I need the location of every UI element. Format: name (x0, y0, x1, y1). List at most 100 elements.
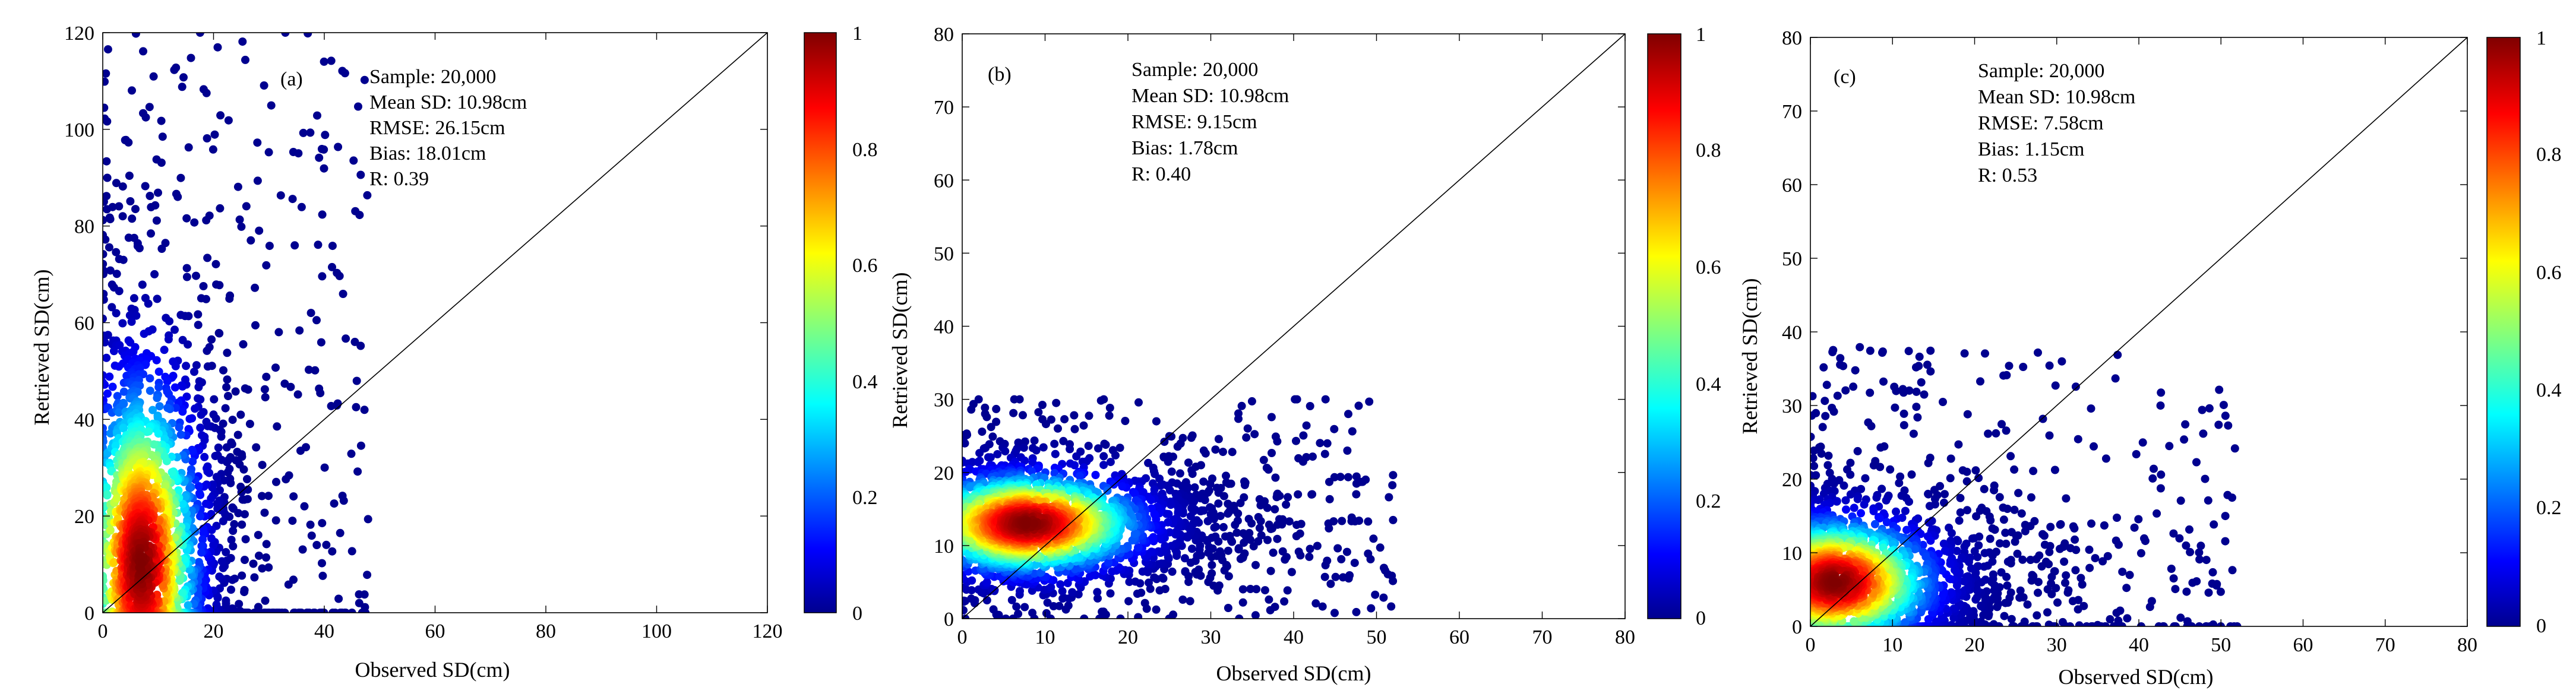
scatter-point (352, 403, 361, 411)
scatter-point (214, 444, 223, 452)
scatter-point (1091, 471, 1100, 479)
scatter-point (1124, 597, 1133, 606)
scatter-point (989, 605, 998, 614)
scatter-point (182, 214, 191, 223)
scatter-point (988, 432, 997, 441)
scatter-point (1032, 446, 1041, 455)
scatter-point (1333, 544, 1342, 553)
x-tick-label: 0 (98, 620, 108, 642)
stats-box: Sample: 20,000 Mean SD: 10.98cm RMSE: 26… (369, 66, 527, 190)
scatter-point (318, 210, 327, 219)
scatter-point (170, 325, 179, 334)
scatter-point (1251, 611, 1260, 619)
scatter-point (1214, 499, 1223, 508)
scatter-point (219, 517, 227, 525)
scatter-point (1164, 457, 1172, 466)
scatter-point (347, 449, 356, 458)
scatter-point (216, 111, 225, 120)
scatter-point (1337, 555, 1346, 563)
scatter-point (1074, 590, 1083, 598)
scatter-point (1042, 420, 1050, 429)
scatter-point (304, 33, 312, 38)
scatter-point (1352, 479, 1361, 488)
scatter-point (1244, 515, 1253, 524)
scatter-point (354, 102, 362, 111)
scatter-point (239, 340, 248, 349)
scatter-point (202, 417, 211, 426)
scatter-point (135, 363, 144, 372)
scatter-point (1270, 603, 1279, 612)
scatter-point (195, 489, 204, 498)
scatter-point (267, 101, 276, 110)
scatter-point (1116, 615, 1125, 619)
scatter-point (1294, 547, 1303, 556)
scatter-point (1019, 444, 1028, 452)
scatter-point (115, 287, 124, 296)
scatter-point (190, 218, 199, 227)
scatter-point (271, 516, 280, 525)
x-tick-label: 40 (314, 620, 334, 642)
scatter-point (1387, 602, 1396, 611)
scatter-point (1186, 558, 1195, 567)
scatter-point (1367, 604, 1376, 613)
scatter-point (1105, 404, 1114, 412)
scatter-point (255, 552, 263, 560)
scatter-point (103, 331, 112, 340)
scatter-point (1121, 417, 1130, 425)
scatter-point (289, 492, 298, 501)
scatter-point (163, 377, 172, 386)
scatter-point (1287, 568, 1296, 577)
scatter-point (1294, 490, 1303, 499)
scatter-point (126, 197, 135, 205)
scatter-point (298, 545, 307, 554)
scatter-point (1167, 541, 1176, 550)
scatter-point (203, 464, 211, 473)
scatter-point (241, 535, 250, 544)
scatter-point (167, 468, 176, 477)
scatter-point (973, 458, 982, 467)
colorbar-tick-label: 0 (1696, 607, 1706, 629)
scatter-point (1364, 549, 1373, 558)
scatter-point (353, 467, 362, 476)
scatter-point (138, 280, 147, 289)
scatter-point (318, 272, 327, 281)
scatter-point (228, 503, 237, 512)
scatter-point (196, 423, 205, 432)
scatter-point (164, 335, 173, 344)
scatter-point (219, 563, 227, 572)
scatter-point (208, 145, 217, 154)
scatter-point (306, 309, 315, 318)
scatter-point (1049, 602, 1058, 610)
scatter-point (1243, 424, 1252, 433)
scatter-point (157, 159, 166, 167)
scatter-point (103, 173, 112, 182)
scatter-point (1268, 449, 1276, 457)
scatter-point (1294, 454, 1303, 463)
scatter-point (1224, 546, 1232, 555)
scatter-point (246, 236, 255, 245)
x-tick-label: 100 (641, 620, 672, 642)
scatter-point (1050, 439, 1059, 448)
scatter-point (1282, 500, 1291, 509)
scatter-point (962, 606, 968, 615)
scatter-point (140, 330, 148, 338)
scatter-point (103, 157, 111, 166)
scatter-point (112, 270, 121, 278)
scatter-point (1272, 493, 1281, 502)
scatter-point (1385, 493, 1393, 502)
scatter-point (105, 243, 113, 252)
scatter-point (1012, 602, 1021, 611)
scatter-point (314, 240, 323, 249)
scatter-point (1054, 424, 1062, 433)
scatter-point (199, 528, 208, 537)
scatter-point (103, 250, 108, 259)
scatter-point (1130, 530, 1139, 539)
scatter-point (342, 334, 350, 343)
scatter-point (282, 475, 290, 484)
scatter-point (1169, 610, 1178, 619)
scatter-point (320, 164, 328, 173)
scatter-point (1344, 410, 1352, 419)
scatter-point (1194, 565, 1203, 574)
scatter-point (176, 173, 185, 182)
